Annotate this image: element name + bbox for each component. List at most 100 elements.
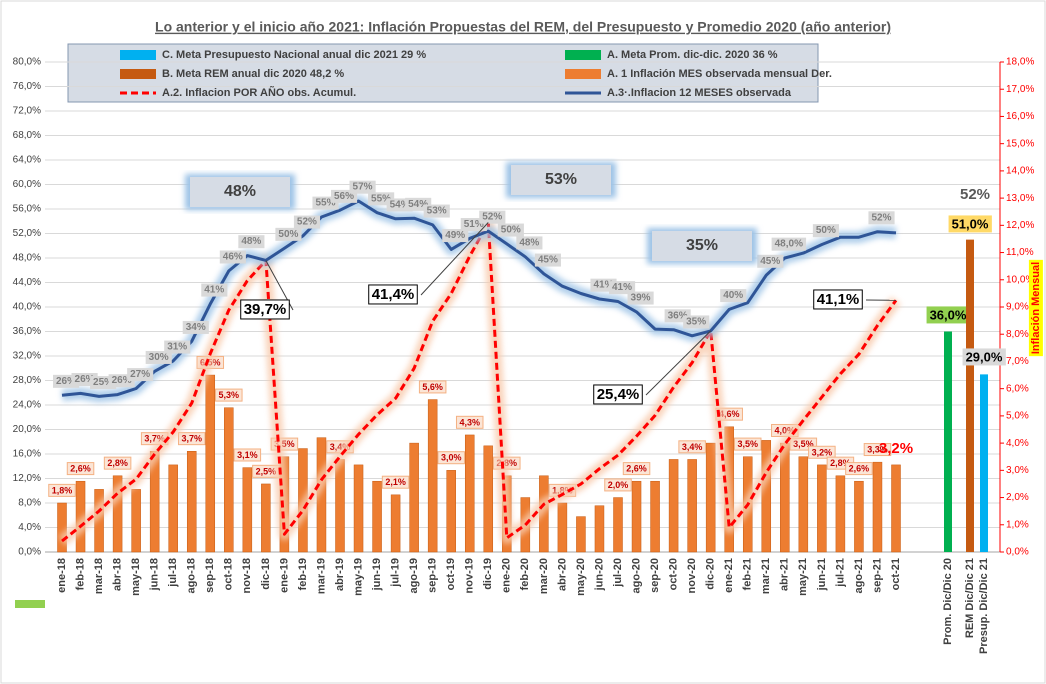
target-category-label: Prom. Dic/Dic 20 xyxy=(942,558,954,645)
line-value-label-bg xyxy=(608,281,636,295)
line-value-label-bg xyxy=(771,237,807,251)
x-tick-label: dic-20 xyxy=(705,558,717,590)
annotation-bg xyxy=(368,284,418,305)
x-tick-label: ago-20 xyxy=(630,558,642,593)
chart-title: Lo anterior y el inicio año 2021: Inflac… xyxy=(155,19,891,35)
bar-value-label: 5,6% xyxy=(422,382,443,392)
x-tick-label: jun-18 xyxy=(149,558,161,591)
annotation: 35% xyxy=(686,237,718,254)
line-value-label: 52% xyxy=(871,212,891,223)
line-value-label: 41% xyxy=(612,282,632,293)
line-value-label: 54% xyxy=(390,199,410,210)
line-value-label-bg xyxy=(516,236,543,250)
bar-value-label-bg xyxy=(103,456,132,470)
annotation-bg xyxy=(240,299,290,320)
bar-value-label-bg xyxy=(455,415,484,429)
line-value-label: 40% xyxy=(723,290,743,301)
line-value-label-bg xyxy=(757,254,784,268)
line-value-label: 48% xyxy=(241,236,261,247)
line-value-label: 50% xyxy=(816,225,836,236)
legend-label: B. Meta REM anual dic 2020 48,2 % xyxy=(162,68,344,80)
line-value-label: 39% xyxy=(631,293,651,304)
y2-tick-label: 18,0% xyxy=(1006,57,1034,68)
line-value-label: 50% xyxy=(501,225,521,236)
bar-value-label-bg xyxy=(733,437,762,451)
line-value-label-bg xyxy=(812,224,839,238)
y2-axis-label: Inflación Mensual xyxy=(1030,262,1042,354)
bar-value-label-bg xyxy=(381,475,410,489)
bar xyxy=(817,464,827,553)
target-category-label: Presup. Dic/Dic 21 xyxy=(978,558,990,654)
x-tick-label: abr-21 xyxy=(779,558,791,591)
y-tick-label: 56,0% xyxy=(13,204,41,215)
line-value-label-bg xyxy=(683,315,710,329)
legend-label: A. Meta Prom. dic-dic. 2020 36 % xyxy=(607,49,778,61)
y2-tick-label: 15,0% xyxy=(1006,138,1034,149)
bar-value-label-bg xyxy=(66,462,95,476)
line-value-label: 34% xyxy=(186,322,206,333)
target-value-label-bg xyxy=(948,215,992,233)
target-value-label: 29,0% xyxy=(966,349,1003,364)
target-value-label-bg xyxy=(926,306,970,324)
y-tick-label: 60,0% xyxy=(13,179,41,190)
line-value-label: 41% xyxy=(593,280,613,291)
y2-tick-label: 1,0% xyxy=(1006,519,1029,530)
line-value-label-bg xyxy=(127,368,154,382)
line-value-label: 51% xyxy=(464,219,484,230)
line-value-label-bg xyxy=(956,184,994,204)
line-value-label: 26% xyxy=(75,374,95,385)
bar-value-label-bg xyxy=(678,440,706,454)
annotation: 39,7% xyxy=(244,301,287,318)
bar-value-label-bg xyxy=(863,443,892,457)
x-tick-label: may-19 xyxy=(352,558,364,596)
line-value-label-bg xyxy=(293,215,321,229)
y-tick-label: 68,0% xyxy=(13,130,41,141)
x-tick-label: ene-20 xyxy=(501,558,513,593)
bar xyxy=(464,434,475,553)
bar xyxy=(668,459,679,553)
annotation: 41,4% xyxy=(372,286,415,303)
line-value-label-bg xyxy=(534,253,561,267)
x-tick-label: jul-20 xyxy=(612,558,624,588)
x-tick-label: feb-19 xyxy=(297,558,309,590)
y-tick-label: 80,0% xyxy=(13,57,41,68)
y-tick-label: 72,0% xyxy=(13,106,41,117)
target-bar xyxy=(944,331,952,552)
x-tick-label: may-18 xyxy=(130,558,142,596)
bar-value-label: 4,3% xyxy=(459,417,480,427)
bar xyxy=(483,445,494,553)
bar-value-label-bg xyxy=(808,445,836,459)
line-value-label: 50% xyxy=(278,229,298,240)
bar-value-label: 5,3% xyxy=(219,390,240,400)
annotation: 41,1% xyxy=(817,291,860,308)
target-bar xyxy=(980,374,988,552)
x-tick-label: sep-21 xyxy=(871,558,883,593)
line-value-label-bg xyxy=(182,320,209,334)
annotation-bg xyxy=(593,384,643,405)
bar-value-label-bg xyxy=(233,448,262,462)
y-tick-label: 40,0% xyxy=(13,302,41,313)
x-tick-label: jun-21 xyxy=(816,558,828,591)
line-value-label: 26% xyxy=(56,376,76,387)
bar xyxy=(131,489,141,553)
line-value-label-bg xyxy=(868,211,895,225)
y2-tick-label: 5,0% xyxy=(1006,411,1029,422)
bar-value-label: 3,4% xyxy=(330,442,351,452)
x-tick-label: mar-20 xyxy=(538,558,550,594)
y-tick-label: 16,0% xyxy=(13,449,41,460)
x-tick-label: ago-19 xyxy=(408,558,420,593)
legend-label: A.2. Inflacion POR AÑO obs. Acumul. xyxy=(162,86,356,99)
y2-tick-label: 14,0% xyxy=(1006,166,1034,177)
x-tick-label: dic-19 xyxy=(482,558,494,590)
x-tick-label: oct-19 xyxy=(445,558,457,590)
x-tick-label: jul-21 xyxy=(834,558,846,588)
line-value-label-bg xyxy=(442,229,469,243)
x-tick-label: jun-19 xyxy=(371,558,383,591)
bar-value-label: 4,6% xyxy=(719,409,740,419)
bar-value-label: 3,3% xyxy=(867,445,888,455)
bar xyxy=(576,516,586,553)
x-tick-label: ene-19 xyxy=(278,558,290,593)
line-value-label-bg xyxy=(275,227,302,241)
y-tick-label: 48,0% xyxy=(13,253,41,264)
